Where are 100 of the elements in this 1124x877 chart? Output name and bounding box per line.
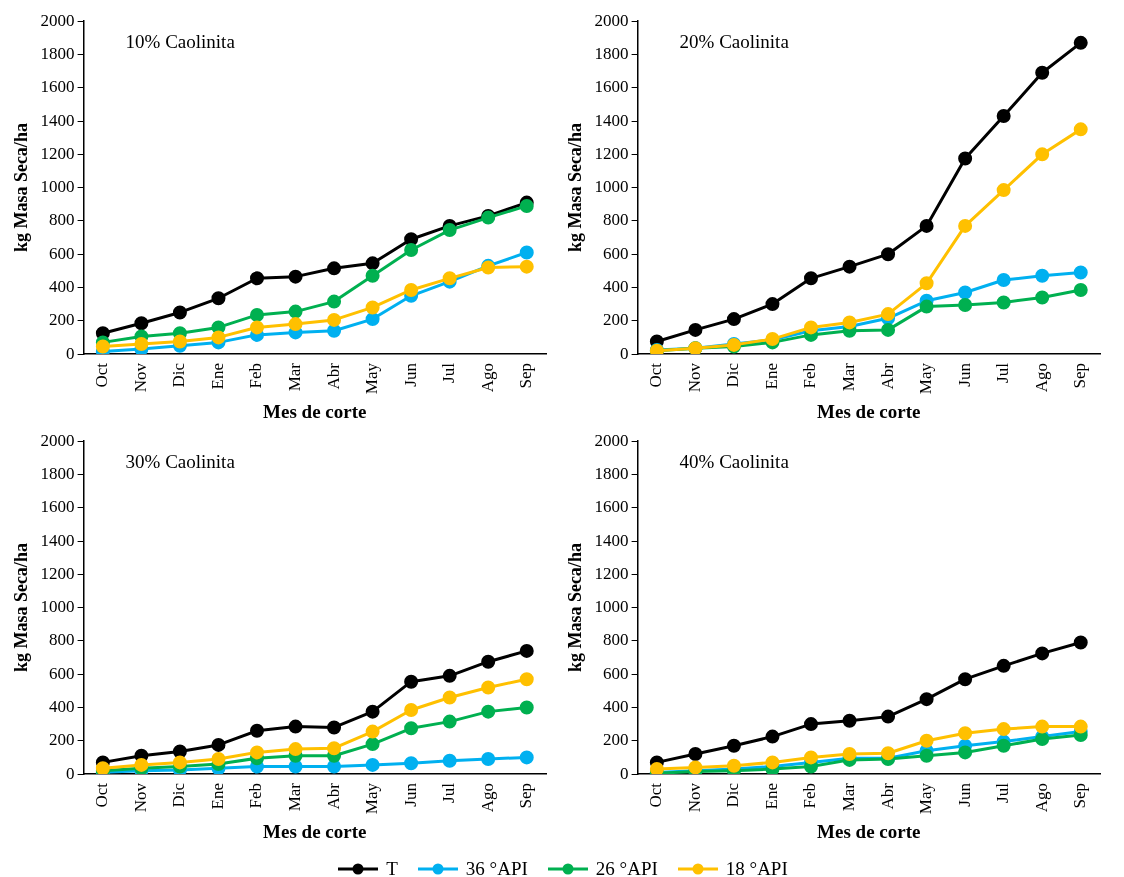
x-tick-label: Abr — [877, 782, 897, 810]
y-tick-label: 2000 — [40, 10, 75, 30]
y-tick-label: 1200 — [40, 143, 75, 163]
y-tick-label: 1800 — [594, 463, 629, 483]
y-tick-label: 1800 — [594, 43, 629, 63]
y-tick-label: 1400 — [594, 530, 629, 550]
x-tick-label: Ago — [477, 363, 497, 393]
y-tick-label: 600 — [49, 243, 75, 263]
y-tick-label: 1200 — [40, 563, 75, 583]
y-tick-label: 400 — [49, 696, 75, 716]
text: 10% Caolinita — [125, 30, 236, 52]
x-tick-label: Feb — [246, 363, 266, 389]
x-axis-title: Mes de corte — [263, 820, 367, 842]
y-tick-label: 1000 — [40, 597, 75, 617]
x-tick-label: Jun — [400, 362, 420, 387]
x-tick-label: Jun — [400, 782, 420, 807]
y-tick-label: 200 — [603, 310, 629, 330]
x-tick-label: Abr — [877, 362, 897, 390]
x-tick-label: Mar — [285, 362, 304, 392]
x-tick-label: Ago — [1031, 363, 1051, 393]
legend-label: 36 °API — [465, 858, 528, 877]
y-tick-label: 800 — [49, 630, 75, 650]
x-tick-label: May — [916, 782, 936, 815]
y-axis-title: kg Masa Seca/ha — [11, 543, 32, 673]
x-tick-label: Feb — [246, 783, 266, 809]
x-tick-label: Sep — [516, 363, 536, 389]
y-tick-label: 0 — [620, 763, 629, 783]
y-tick-label: 400 — [603, 276, 629, 296]
x-tick-label: Oct — [92, 782, 112, 808]
x-tick-label: Feb — [800, 783, 820, 809]
x-tick-label: Jul — [439, 782, 459, 803]
x-tick-label: Sep — [1070, 783, 1090, 809]
x-tick-label: Jul — [993, 782, 1013, 803]
y-tick-label: 1200 — [594, 143, 629, 163]
x-tick-label: Ene — [207, 363, 227, 390]
x-tick-label: Dic — [723, 782, 743, 808]
x-tick-label: Jun — [954, 362, 974, 387]
x-tick-label: Dic — [169, 362, 189, 388]
y-tick-label: 600 — [603, 243, 629, 263]
text: 30% Caolinita — [125, 450, 236, 472]
y-tick-label: 1200 — [594, 563, 629, 583]
y-tick-label: 1600 — [594, 497, 629, 517]
y-tick-label: 1400 — [594, 110, 629, 130]
y-axis-title: kg Masa Seca/ha — [565, 123, 586, 253]
y-tick-label: 0 — [66, 763, 75, 783]
x-tick-label: Nov — [684, 782, 704, 813]
x-axis-title: Mes de corte — [263, 400, 367, 422]
text: 40% Caolinita — [679, 450, 790, 472]
x-tick-label: May — [362, 782, 382, 815]
x-tick-label: Nov — [684, 362, 704, 393]
x-tick-label: Jul — [993, 362, 1013, 383]
y-tick-label: 800 — [603, 210, 629, 230]
x-tick-label: Jun — [954, 782, 974, 807]
y-tick-label: 600 — [49, 663, 75, 683]
y-tick-label: 1000 — [594, 177, 629, 197]
x-tick-label: Oct — [646, 362, 666, 388]
y-tick-label: 1600 — [594, 77, 629, 97]
x-tick-label: Sep — [516, 783, 536, 809]
y-tick-label: 1800 — [40, 463, 75, 483]
y-tick-label: 0 — [620, 343, 629, 363]
x-axis-title: Mes de corte — [817, 820, 921, 842]
legend-label: 26 °API — [595, 858, 658, 877]
y-tick-label: 2000 — [594, 10, 629, 30]
y-tick-label: 200 — [603, 730, 629, 750]
y-tick-label: 2000 — [40, 430, 75, 450]
x-tick-label: Mar — [285, 782, 304, 812]
y-tick-label: 1600 — [40, 497, 75, 517]
x-tick-label: Oct — [92, 362, 112, 388]
y-tick-label: 1000 — [40, 177, 75, 197]
text: 20% Caolinita — [679, 30, 790, 52]
y-tick-label: 1400 — [40, 110, 75, 130]
y-tick-label: 600 — [603, 663, 629, 683]
x-tick-label: Dic — [723, 362, 743, 388]
legend-label: 18 °API — [725, 858, 788, 877]
x-axis-title: Mes de corte — [817, 400, 921, 422]
y-axis-title: kg Masa Seca/ha — [11, 123, 32, 253]
x-tick-label: Nov — [130, 362, 150, 393]
x-tick-label: Jul — [439, 362, 459, 383]
x-tick-label: Ene — [761, 783, 781, 810]
x-tick-label: May — [362, 362, 382, 395]
x-tick-label: Abr — [323, 782, 343, 810]
legend-label: T — [386, 858, 398, 877]
x-tick-label: Sep — [1070, 363, 1090, 389]
y-tick-label: 400 — [49, 276, 75, 296]
y-tick-label: 1400 — [40, 530, 75, 550]
x-tick-label: May — [916, 362, 936, 395]
y-tick-label: 1000 — [594, 597, 629, 617]
x-tick-label: Ene — [207, 783, 227, 810]
x-tick-label: Nov — [130, 782, 150, 813]
y-tick-label: 800 — [603, 630, 629, 650]
y-tick-label: 400 — [603, 696, 629, 716]
y-tick-label: 0 — [66, 343, 75, 363]
y-tick-label: 2000 — [594, 430, 629, 450]
x-tick-label: Abr — [323, 362, 343, 390]
y-tick-label: 1800 — [40, 43, 75, 63]
y-axis-title: kg Masa Seca/ha — [565, 543, 586, 673]
x-tick-label: Mar — [839, 782, 858, 812]
y-tick-label: 200 — [49, 730, 75, 750]
x-tick-label: Ene — [761, 363, 781, 390]
x-tick-label: Feb — [800, 363, 820, 389]
